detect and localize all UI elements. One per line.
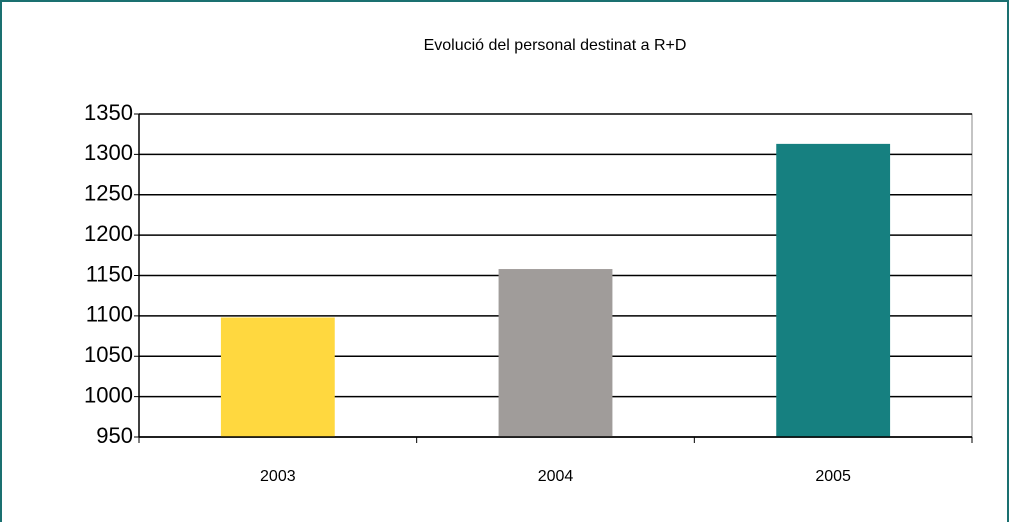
x-tick-label: 2003 bbox=[260, 468, 296, 485]
y-tick-label: 1150 bbox=[86, 261, 133, 286]
y-tick-label: 950 bbox=[96, 423, 133, 448]
y-tick-label: 1000 bbox=[84, 382, 133, 407]
y-tick-label: 1300 bbox=[84, 140, 133, 165]
bar bbox=[498, 269, 613, 437]
y-tick-label: 1250 bbox=[84, 181, 133, 206]
x-tick-label: 2005 bbox=[815, 468, 851, 485]
y-tick-label: 1050 bbox=[84, 342, 133, 367]
y-tick-label: 1200 bbox=[84, 221, 133, 246]
y-tick-label: 1100 bbox=[86, 302, 133, 327]
bar bbox=[220, 317, 335, 437]
bar bbox=[776, 143, 891, 437]
x-tick-label: 2004 bbox=[538, 468, 574, 485]
chart-title: Evolució del personal destinat a R+D bbox=[424, 37, 687, 54]
y-tick-label: 1350 bbox=[84, 100, 133, 125]
